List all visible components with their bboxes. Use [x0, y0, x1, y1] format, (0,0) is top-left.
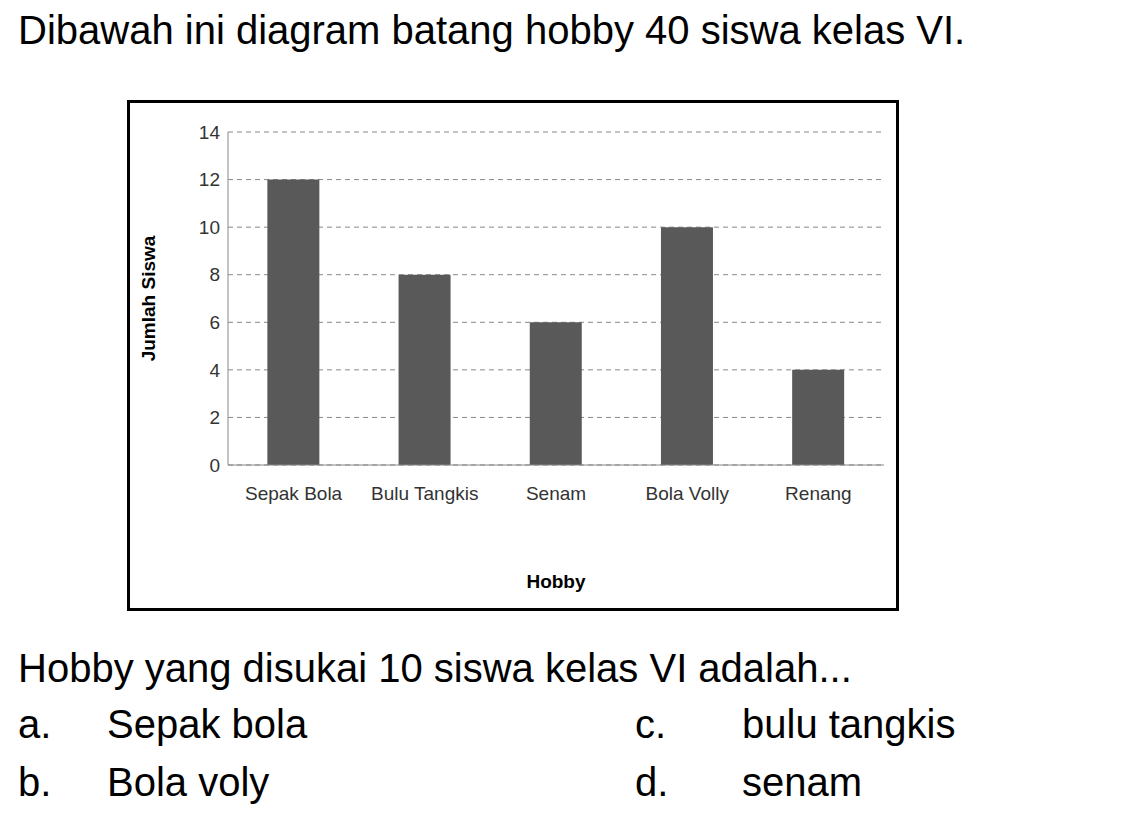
svg-text:Jumlah Siswa: Jumlah Siswa	[138, 235, 159, 361]
html-text:Hobby yang disukai 10 siswa ke: Hobby yang disukai 10 siswa kelas VI ada…	[18, 646, 852, 690]
svg-text:Hobby: Hobby	[526, 571, 586, 592]
svg-text:12: 12	[199, 169, 220, 190]
html-text:a.: a.	[18, 702, 52, 746]
svg-text:Renang: Renang	[785, 483, 852, 504]
html-text:bulu tangkis: bulu tangkis	[742, 702, 956, 746]
html-text:Bola voly: Bola voly	[107, 760, 270, 804]
html-text:c.: c.	[635, 702, 667, 746]
svg-text:Senam: Senam	[526, 483, 586, 504]
html-text:Dibawah ini diagram batang hob: Dibawah ini diagram batang hobby 40 sisw…	[18, 8, 966, 52]
svg-text:6: 6	[209, 312, 220, 333]
svg-text:Bola Volly: Bola Volly	[645, 483, 729, 504]
html-text:b.: b.	[18, 760, 52, 804]
svg-text:4: 4	[209, 360, 220, 381]
html-text:senam: senam	[742, 760, 863, 804]
svg-text:8: 8	[209, 264, 220, 285]
svg-text:10: 10	[199, 217, 220, 238]
svg-text:Sepak Bola: Sepak Bola	[245, 483, 343, 504]
svg-text:0: 0	[209, 455, 220, 476]
svg-text:14: 14	[199, 122, 221, 143]
svg-text:Bulu Tangkis: Bulu Tangkis	[371, 483, 478, 504]
html-text:d.: d.	[635, 760, 669, 804]
html-text:Sepak bola: Sepak bola	[107, 702, 308, 746]
svg-text:2: 2	[209, 407, 220, 428]
